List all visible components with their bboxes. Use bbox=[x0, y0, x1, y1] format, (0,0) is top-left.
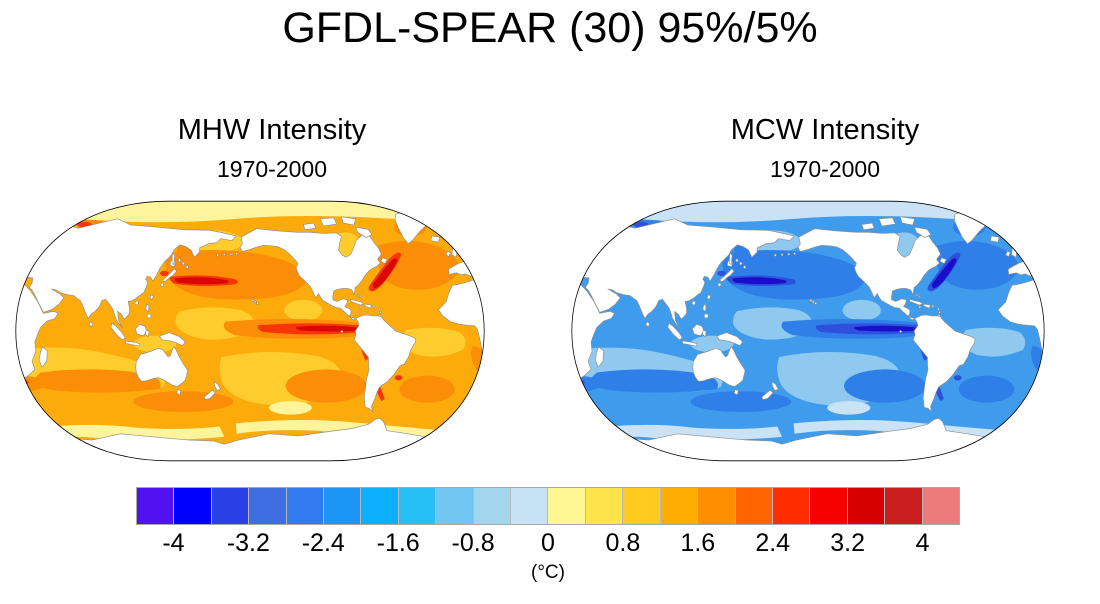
colorbar-cell bbox=[286, 488, 325, 524]
map-panel-mhw bbox=[12, 196, 488, 466]
colorbar-cells bbox=[136, 487, 960, 525]
colorbar-cell bbox=[511, 488, 549, 524]
colorbar-cell bbox=[398, 488, 437, 524]
mhw-map bbox=[15, 200, 485, 462]
colorbar-unit-label: (°C) bbox=[531, 562, 565, 583]
colorbar-tick-label: 4 bbox=[915, 529, 930, 557]
colorbar-tick-label: -4 bbox=[162, 529, 185, 557]
colorbar-tick-label: -0.8 bbox=[451, 529, 495, 557]
colorbar-tick-label: 1.6 bbox=[680, 529, 716, 557]
colorbar-cell bbox=[473, 488, 512, 524]
colorbar-cell bbox=[436, 488, 474, 524]
colorbar-cell bbox=[847, 488, 886, 524]
panel-title-mhw: MHW Intensity bbox=[177, 114, 367, 146]
colorbar-cell bbox=[137, 488, 175, 524]
colorbar-cell bbox=[660, 488, 699, 524]
colorbar-cell bbox=[324, 488, 362, 524]
colorbar-tick-label: 0 bbox=[541, 529, 555, 557]
colorbar-cell bbox=[548, 488, 586, 524]
panel-subtitle-mcw: 1970-2000 bbox=[770, 156, 880, 182]
colorbar-tick-label: -2.4 bbox=[301, 529, 345, 557]
panel-title-mcw: MCW Intensity bbox=[730, 114, 920, 146]
colorbar-cell bbox=[698, 488, 736, 524]
colorbar-cell bbox=[211, 488, 250, 524]
colorbar-cell bbox=[623, 488, 661, 524]
panel-subtitle-mhw: 1970-2000 bbox=[217, 156, 327, 182]
colorbar-ticks: -4 -3.2 -2.4 -1.6 -0.8 0 0.8 1.6 2.4 3.2 4 bbox=[136, 529, 960, 559]
colorbar-tick-label: 2.4 bbox=[755, 529, 791, 557]
colorbar-cell bbox=[174, 488, 212, 524]
colorbar-cell bbox=[249, 488, 287, 524]
figure-title: GFDL-SPEAR (30) 95%/5% bbox=[282, 4, 818, 52]
colorbar-cell bbox=[735, 488, 773, 524]
mcw-map bbox=[571, 200, 1045, 462]
colorbar-tick-label: 3.2 bbox=[830, 529, 866, 557]
colorbar-tick-label: -1.6 bbox=[376, 529, 420, 557]
colorbar-tick-label: -3.2 bbox=[226, 529, 270, 557]
colorbar-cell bbox=[585, 488, 624, 524]
map-panel-mcw bbox=[568, 196, 1048, 466]
colorbar-tick-label: 0.8 bbox=[605, 529, 641, 557]
colorbar-cell bbox=[810, 488, 848, 524]
colorbar-cell bbox=[885, 488, 923, 524]
colorbar-cell bbox=[361, 488, 399, 524]
colorbar-cell bbox=[922, 488, 959, 524]
colorbar-cell bbox=[772, 488, 811, 524]
